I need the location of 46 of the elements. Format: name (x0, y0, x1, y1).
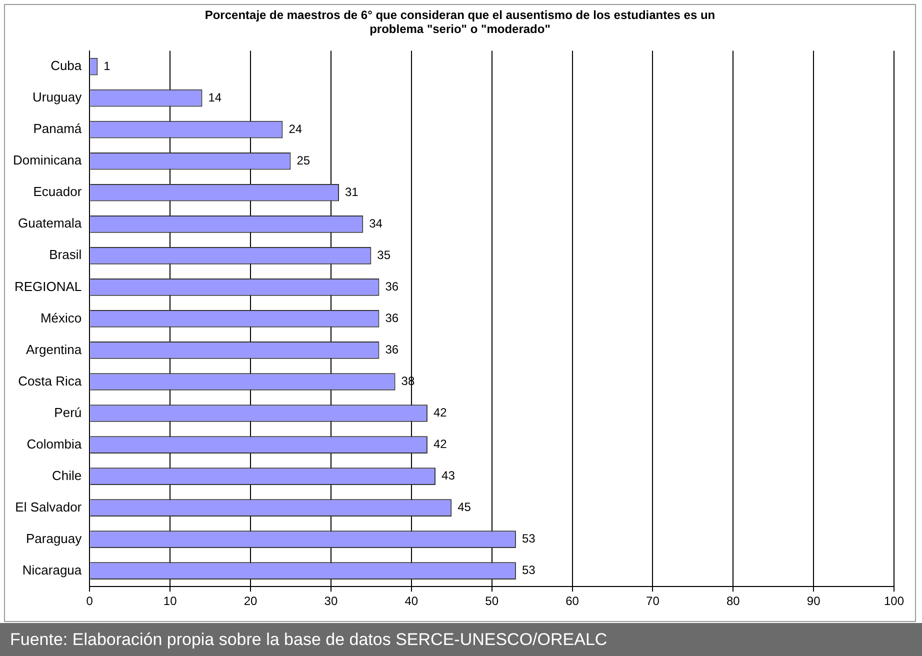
data-label: 25 (296, 153, 310, 168)
y-tick-label: Argentina (26, 342, 82, 357)
y-tick-label: Costa Rica (18, 373, 82, 388)
data-label: 24 (288, 122, 302, 136)
data-label: 34 (369, 216, 383, 230)
y-tick-label: Dominicana (12, 152, 82, 168)
y-tick-label: Brasil (49, 247, 82, 262)
x-tick-label: 100 (884, 594, 904, 608)
y-tick-label: Chile (52, 468, 82, 483)
y-tick-label: Nicaragua (22, 562, 82, 578)
data-label: 31 (344, 184, 359, 199)
x-tick-label: 30 (324, 594, 338, 608)
data-label: 36 (385, 342, 399, 357)
x-tick-label: 90 (806, 594, 821, 608)
y-tick-label: Cuba (50, 58, 82, 74)
y-tick-label: México (40, 310, 82, 326)
x-tick-label: 0 (86, 594, 94, 608)
y-tick-label: Paraguay (26, 530, 82, 546)
data-label: 45 (458, 500, 472, 514)
data-label: 36 (385, 279, 399, 294)
chart-title: Porcentaje de maestros de 6° que consideran que el ausentismo de los estudiantes es un problema "serio" o "moderado" (204, 8, 716, 36)
data-label: 42 (433, 406, 448, 420)
y-tick-label: Ecuador (33, 184, 82, 200)
x-tick-label: 70 (646, 594, 660, 608)
y-tick-label: Guatemala (18, 216, 82, 231)
data-label: 53 (522, 563, 536, 578)
data-label: 42 (433, 437, 448, 452)
data-label: 35 (377, 248, 391, 262)
data-label: 36 (385, 311, 399, 326)
data-label: 14 (208, 90, 222, 104)
y-tick-label: Uruguay (32, 90, 82, 105)
data-label: 43 (442, 468, 456, 483)
y-tick-label: Colombia (26, 436, 82, 452)
source-note: Fuente: Elaboración propia sobre la base de datos SERCE-UNESCO/OREALC (0, 623, 922, 656)
x-tick-label: 50 (485, 594, 499, 608)
x-tick-label: 80 (726, 594, 740, 608)
x-tick-label: 20 (244, 594, 258, 608)
x-tick-label: 10 (163, 594, 178, 608)
x-tick-label: 60 (566, 594, 580, 608)
y-tick-label: REGIONAL (14, 278, 82, 294)
x-tick-label: 40 (404, 594, 418, 608)
y-tick-label: Panamá (33, 121, 82, 136)
y-tick-label: El Salvador (15, 499, 82, 514)
data-label: 53 (522, 532, 536, 546)
data-label: 1 (104, 58, 111, 73)
y-tick-label: Perú (54, 404, 82, 420)
